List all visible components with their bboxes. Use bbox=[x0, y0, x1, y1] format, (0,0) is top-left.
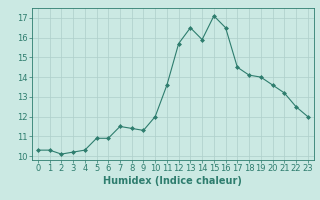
X-axis label: Humidex (Indice chaleur): Humidex (Indice chaleur) bbox=[103, 176, 242, 186]
